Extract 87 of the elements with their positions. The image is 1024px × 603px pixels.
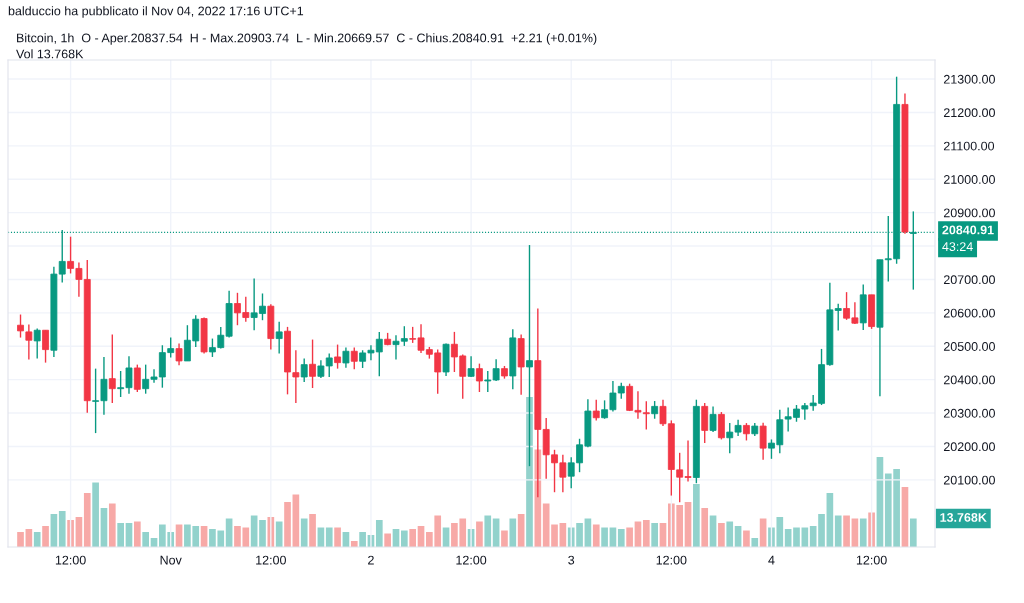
candlestick [334,343,342,370]
candlestick [709,405,717,433]
bar [409,529,417,547]
y-tick-label: 20500.00 [943,342,995,351]
y-tick-label: 20200.00 [943,442,995,452]
bar [509,518,517,547]
bar [259,520,266,547]
bar [701,508,709,547]
x-tick-label: 3 [568,555,575,565]
bar [626,527,633,547]
y-tick-label: 20900.00 [943,208,995,218]
y-tick-label: 21100.00 [943,141,995,151]
x-tick-label: 12:00 [856,555,887,565]
x-tick-label: 12:00 [456,555,487,565]
y-tick-label: 21200.00 [943,108,995,118]
candlestick [467,355,475,378]
bar [275,521,283,547]
candlestick [759,422,767,461]
bar [617,529,625,547]
bar [859,518,867,547]
candlestick [42,329,49,364]
bar [400,530,408,547]
x-tick-label: 12:00 [256,555,286,565]
candlestick [350,346,358,370]
bar [526,397,533,547]
y-tick-label: 20700.00 [943,275,995,285]
bar [743,530,750,547]
x-tick-label: Nov [160,555,182,565]
x-tick-label: 4 [768,555,775,565]
candlestick [342,346,350,369]
bar [325,527,333,547]
bar [592,524,600,547]
bar [601,527,608,547]
x-tick-label: 12:00 [656,555,687,565]
x-tick-label: 2 [368,555,374,565]
x-tick-label: 12:00 [55,555,86,565]
candlestick [275,321,283,355]
bar [17,532,24,547]
bar [58,511,66,547]
bar [309,514,316,547]
bar [33,532,41,547]
candlestick [300,357,308,383]
bar [751,538,759,547]
bar [843,515,850,547]
bar [642,520,650,547]
y-tick-label: 21300.00 [943,74,995,84]
bar [834,515,842,547]
bar [334,527,341,547]
text: Vol 13.768K [16,49,84,59]
chart-title: balduccio ha pubblicato il Nov 04, 2022 17:16 UTC+1 [8,6,304,18]
y-tick-label: 20400.00 [943,375,995,385]
bar [284,502,291,547]
bar [300,518,308,547]
bar [693,484,700,547]
bar [726,521,734,547]
bar [108,503,116,547]
candlestick [476,362,483,393]
bar [83,493,91,547]
bar [375,520,383,547]
bar [142,532,150,547]
candlestick [717,411,725,441]
bar [359,532,366,547]
candlestick [175,342,183,366]
bar [384,533,391,547]
bar [718,523,725,547]
text: 43:24 [942,242,973,252]
bar [117,523,124,547]
candlestick [108,333,116,404]
y-tick-label: 21000.00 [943,175,995,184]
candlestick [309,338,316,389]
candlestick [33,327,41,360]
y-tick-label: 20600.00 [943,308,995,318]
candlestick [592,399,600,422]
candlestick [133,363,141,393]
y-tick-label: 20300.00 [943,408,995,418]
bar [651,523,658,547]
bar [92,482,99,547]
ref-line-label: 20840.91 [942,225,994,235]
bar [133,521,141,547]
chart-subtitle: Bitcoin, 1h O - Aper.20837.54 H - Max.20903.74 L - Min.20669.57 C - Chius.20840.91 +2.21 (+0.01%) [17,33,597,45]
bar [42,526,49,547]
bar [909,518,917,547]
bar [501,530,508,547]
annotation: 13.768K [940,513,987,522]
bar [476,521,483,547]
y-tick-label: 20100.00 [943,475,995,485]
bar [484,515,492,547]
